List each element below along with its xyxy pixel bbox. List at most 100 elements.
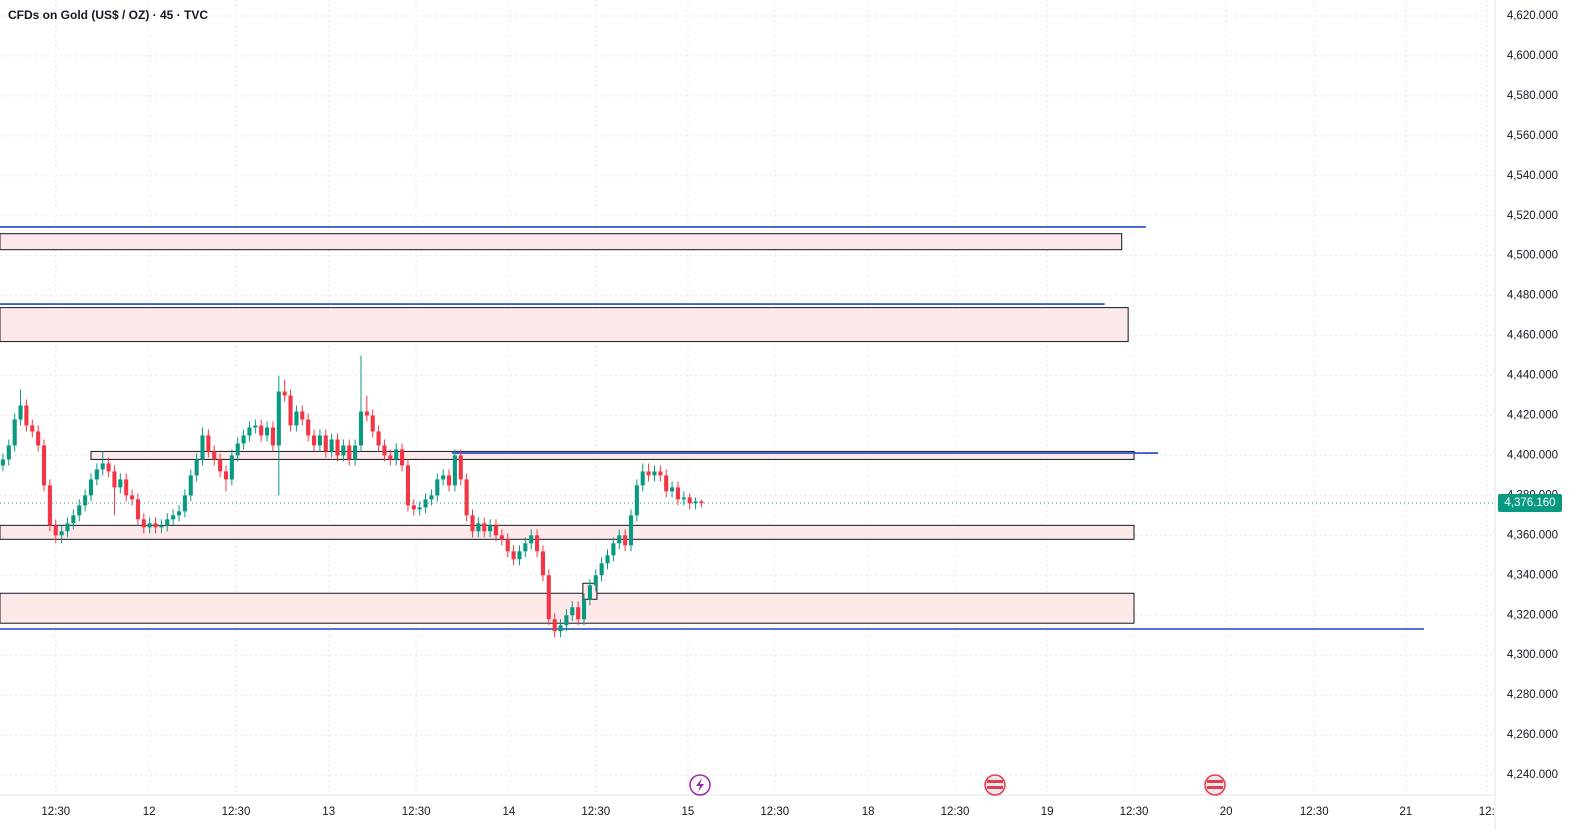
candle-body [394,449,399,460]
candle-body [699,501,704,504]
y-tick-label: 4,480.000 [1507,290,1558,302]
candle-body [617,535,622,544]
candle-body [558,625,563,632]
event-icon[interactable] [1204,774,1226,796]
flag-stripe [987,786,1003,789]
candle-body [65,523,70,532]
candle-body [71,515,76,524]
y-tick-label: 4,560.000 [1507,130,1558,142]
candle-body [165,519,170,526]
candle-body [488,525,493,532]
event-icons [689,774,1226,796]
candle-body [670,487,675,492]
candle-body [529,535,534,544]
candle-body [24,405,29,426]
candle-body [564,615,569,626]
candle-body [505,539,510,552]
candle-body [411,505,416,510]
candle-body [464,479,469,516]
y-tick-label: 4,320.000 [1507,609,1558,621]
candle-body [59,531,64,536]
candle-body [358,411,364,446]
y-tick-label: 4,240.000 [1507,769,1558,781]
candle-body [30,425,35,432]
candle-body [441,475,446,480]
y-tick-label: 4,340.000 [1507,569,1558,581]
candle-body [523,543,528,552]
candle-body [106,463,111,472]
y-tick-label: 4,300.000 [1507,649,1558,661]
x-tick-label: 12: [1479,806,1495,818]
candle-body [499,535,504,540]
candle-body [652,471,657,476]
candle-body [687,497,692,504]
x-tick-label: 12 [143,806,156,818]
x-tick-label: 12:30 [41,806,70,818]
candle-body [317,435,322,446]
candle-body [576,607,581,620]
candle-body [282,391,287,396]
candle-body [546,575,551,620]
candle-body [646,471,651,476]
x-tick-label: 12:30 [1120,806,1149,818]
candle-body [259,425,264,436]
zone [0,524,1135,540]
candle-body [306,419,311,436]
candle-body [288,395,293,426]
candle-body [570,607,575,616]
candle-body [640,471,645,486]
candle-body [36,431,41,446]
x-tick-label: 12:30 [760,806,789,818]
candle-body [200,435,205,460]
candle-body [376,431,381,446]
flag-stripe [1207,786,1223,789]
candle-body [241,435,246,444]
candle-body [223,471,229,480]
candle-body [611,543,616,556]
x-tick-label: 14 [503,806,516,818]
candle-body [628,515,634,546]
x-tick-label: 18 [862,806,875,818]
candle-body [535,535,540,552]
y-tick-label: 4,440.000 [1507,370,1558,382]
candle-body [664,475,669,492]
candle-body [423,499,428,508]
candle-body [270,427,275,446]
candle-body [675,487,680,500]
candle-body [112,471,117,488]
candle-body [517,551,522,560]
candle-body [235,443,240,456]
candle-body [194,459,199,476]
candle-body [458,455,463,480]
candle-body [18,405,23,420]
candle-body [88,479,94,496]
candle-body [435,479,440,496]
candle-body [100,463,105,470]
zone [0,233,1123,251]
candle-body [124,479,129,496]
candle-body [476,523,481,532]
x-tick-label: 12:30 [581,806,610,818]
candle-body [382,445,387,456]
event-icon[interactable] [984,774,1006,796]
candle-body [171,515,176,520]
x-tick-label: 15 [682,806,695,818]
candle-body [470,515,475,532]
chart-title: CFDs on Gold (US$ / OZ) · 45 · TVC [8,8,208,22]
candle-body [218,459,223,472]
candle-body [12,419,17,446]
y-tick-label: 4,460.000 [1507,330,1558,342]
candle-body [405,465,410,506]
candle-body [147,523,152,528]
zone [0,307,1129,343]
candle-body [265,427,270,436]
candle-body [153,523,158,528]
candle-body [276,391,281,446]
candle-body [323,435,328,452]
candle-body [253,425,258,428]
y-tick-label: 4,540.000 [1507,170,1558,182]
candle-body [311,435,317,446]
candle-body [141,519,146,528]
